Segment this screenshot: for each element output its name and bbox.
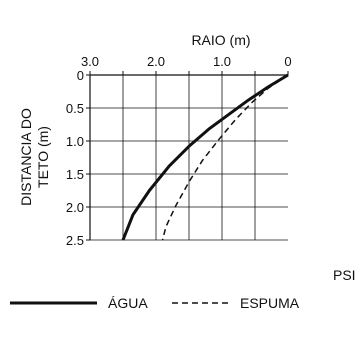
- y-tick-label: 1.5: [66, 167, 84, 182]
- x-tick-labels: 3.0 2.0 1.0 0: [81, 54, 292, 69]
- y-tick-labels: 0 0.5 1.0 1.5 2.0 2.5: [66, 68, 84, 248]
- series-line-agua: [121, 73, 289, 241]
- y-axis-label: DISTANCIA DO TETO (m): [18, 108, 51, 206]
- y-axis-label-line-1: DISTANCIA DO: [18, 108, 34, 206]
- x-tick-label: 2.0: [147, 54, 165, 69]
- grid: [90, 75, 288, 241]
- y-tick-label: 1.0: [66, 134, 84, 149]
- series-lines: [121, 73, 289, 241]
- x-tick-label: 0: [284, 54, 291, 69]
- y-tick-label: 2.0: [66, 200, 84, 215]
- y-tick-label: 2.5: [66, 233, 84, 248]
- x-tick-label: 1.0: [213, 54, 231, 69]
- x-tick-label: 3.0: [81, 54, 99, 69]
- y-tick-label: 0: [77, 68, 84, 83]
- side-label: PSI: [333, 267, 355, 283]
- legend-label-espuma: ESPUMA: [240, 295, 300, 311]
- axes: [86, 71, 289, 241]
- x-axis-label: RAIO (m): [191, 32, 250, 48]
- y-axis-label-line-2: TETO (m): [35, 126, 51, 188]
- legend: ÁGUA ESPUMA: [10, 295, 300, 311]
- y-tick-label: 0.5: [66, 101, 84, 116]
- legend-label-agua: ÁGUA: [108, 295, 148, 311]
- series-line-espuma: [161, 74, 289, 241]
